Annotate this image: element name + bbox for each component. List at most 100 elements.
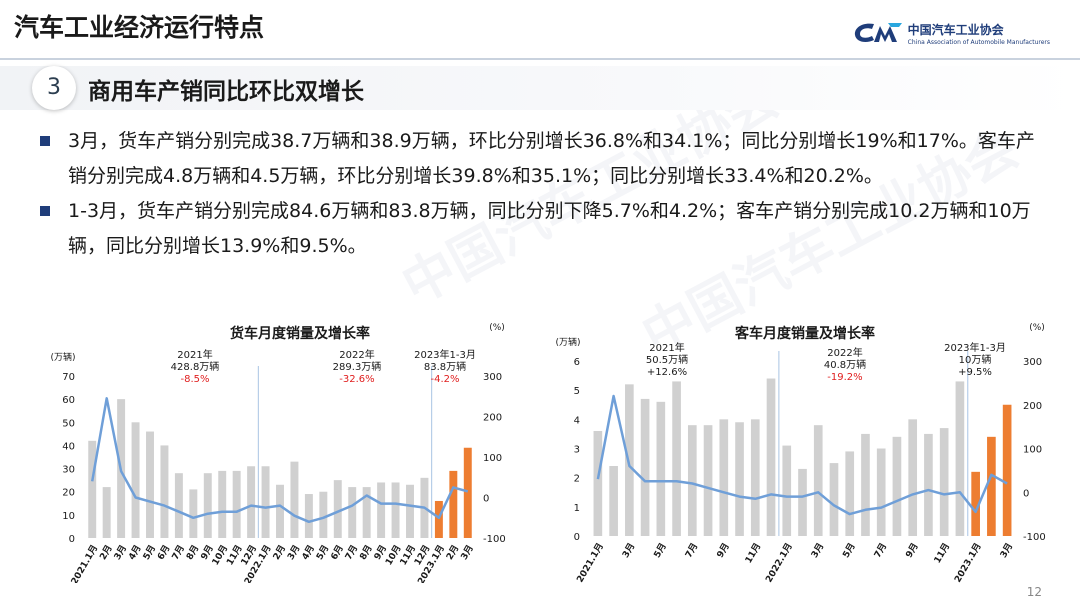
sales-bar: [232, 470, 241, 538]
sales-bar: [703, 425, 713, 536]
sales-bar: [672, 381, 681, 536]
left-axis-tick: 0: [69, 534, 75, 545]
sales-bar: [160, 445, 169, 538]
bullet-item: 3月，货车产销分别完成38.7万辆和38.9万辆，环比分别增长36.8%和34.…: [40, 124, 1050, 194]
left-axis-tick: 70: [62, 372, 75, 383]
left-axis-tick: 60: [62, 395, 75, 406]
sales-bar: [290, 461, 299, 538]
x-axis-tick: 5月: [141, 543, 158, 562]
x-axis-tick: 2021.1月: [575, 541, 606, 583]
section-bar: [0, 66, 1080, 110]
sales-bar: [174, 473, 183, 538]
annotation-change: -8.5%: [180, 374, 209, 385]
truck-sales-chart: 货车月度销量及增长率 (万辆) (%) 0 10 20 30 40 50 60 70 -100 0 100…: [50, 323, 505, 583]
chart-title: 货车月度销量及增长率: [229, 325, 370, 342]
sales-bar: [593, 431, 603, 536]
sales-bar: [609, 466, 618, 536]
sales-bar: [656, 401, 666, 536]
right-axis-tick: 0: [1023, 488, 1029, 499]
sales-bar: [362, 487, 371, 538]
section-title: 商用车产销同比环比双增长: [88, 79, 364, 105]
x-axis-tick: 2月: [444, 543, 461, 562]
annotation-change: +9.5%: [958, 367, 992, 378]
sales-bar: [131, 422, 140, 538]
sales-bar: [391, 482, 400, 538]
sales-bar: [766, 378, 776, 536]
annotation-value: 40.8万辆: [824, 358, 866, 371]
sales-bar: [750, 419, 760, 536]
right-axis-tick: 100: [1023, 445, 1042, 456]
section-number: 3: [32, 66, 76, 110]
annotation-period: 2023年1-3月: [944, 341, 1006, 354]
x-axis-tick: 6月: [155, 543, 172, 562]
left-axis-tick: 0: [574, 532, 580, 543]
sales-bar-2023: [1002, 404, 1012, 536]
right-axis-unit: (%): [1029, 323, 1045, 333]
right-axis-tick: -100: [1023, 532, 1046, 543]
sales-bar: [798, 468, 807, 536]
bullet-text: 1-3月，货车产销分别完成84.6万辆和83.8万辆，同比分别下降5.7%和4.…: [68, 200, 1031, 257]
annotation-period: 2021年: [649, 341, 684, 354]
annotation-change: -32.6%: [339, 374, 374, 385]
x-axis-tick: 4月: [300, 543, 317, 562]
x-axis-tick: 3月: [112, 543, 129, 562]
sales-bar-2023: [449, 470, 458, 538]
sales-bar: [146, 431, 154, 538]
sales-bar: [939, 428, 949, 536]
sales-bar: [892, 436, 902, 536]
right-axis-tick: 0: [483, 494, 489, 505]
sales-bar: [319, 491, 328, 538]
left-axis-tick: 5: [574, 386, 580, 397]
left-axis-tick: 30: [62, 465, 75, 476]
bullet-item: 1-3月，货车产销分别完成84.6万辆和83.8万辆，同比分别下降5.7%和4.…: [40, 194, 1050, 264]
growth-rate-line: [90, 397, 469, 524]
chart-title: 客车月度销量及增长率: [734, 325, 875, 342]
sales-bar: [845, 451, 855, 536]
x-axis-tick: 11月: [743, 541, 763, 565]
annotation-value: 289.3万辆: [333, 360, 382, 373]
annotation-change: -19.2%: [827, 372, 862, 383]
sales-bar: [88, 440, 97, 538]
annotation-period: 2022年: [827, 346, 862, 359]
sales-bar: [189, 489, 198, 538]
page-title: 汽车工业经济运行特点: [14, 13, 265, 42]
right-axis-tick: 300: [483, 372, 502, 383]
sales-bar: [782, 445, 792, 536]
annotation-change: -4.2%: [430, 374, 459, 385]
x-axis-tick: 5月: [841, 541, 858, 560]
sales-bar: [247, 466, 256, 538]
annotation-value: 428.8万辆: [171, 360, 220, 373]
sales-bar-2023: [987, 436, 996, 536]
sales-bar-2023: [463, 447, 472, 538]
left-axis-tick: 40: [62, 441, 75, 452]
right-axis-tick: 100: [483, 453, 502, 464]
x-axis-tick: 9月: [715, 541, 732, 560]
x-axis-tick: 5月: [652, 541, 669, 560]
left-axis-tick: 1: [574, 503, 580, 514]
sales-bar: [304, 494, 313, 538]
x-axis-tick: 2月: [98, 543, 115, 562]
sales-bar: [876, 448, 886, 536]
x-axis-tick: 3月: [620, 541, 637, 560]
sales-bar: [813, 425, 823, 536]
x-axis-tick: 7月: [683, 541, 700, 560]
sales-bar: [261, 466, 270, 538]
sales-bar: [276, 484, 284, 538]
annotation-period: 2023年1-3月: [414, 348, 476, 361]
right-axis-tick: 200: [1023, 401, 1042, 412]
x-axis-tick: 5月: [314, 543, 331, 562]
x-axis-tick: 2月: [271, 543, 288, 562]
x-axis-tick: 3月: [809, 541, 826, 560]
x-axis-tick: 6月: [329, 543, 346, 562]
logo-name-cn: 中国汽车工业协会: [907, 22, 1004, 37]
x-axis-tick: 2023.1月: [952, 541, 983, 583]
left-axis-tick: 6: [574, 357, 580, 368]
bullet-square-icon: [40, 136, 50, 146]
sales-bar: [908, 419, 918, 536]
x-axis-tick: 3月: [998, 541, 1015, 560]
annotation-value: 83.8万辆: [424, 360, 466, 373]
x-axis-tick: 7月: [170, 543, 187, 562]
left-axis-tick: 3: [574, 445, 580, 456]
sales-bar: [333, 480, 342, 538]
left-axis-tick: 50: [62, 418, 75, 429]
